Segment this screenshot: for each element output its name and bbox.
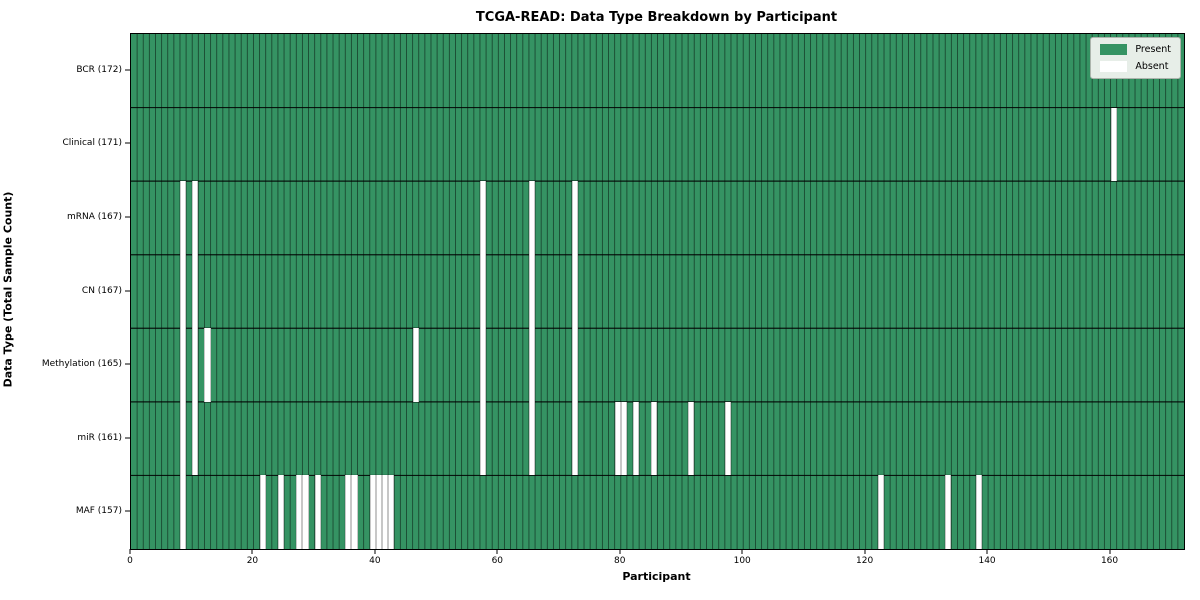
y-axis-label: Data Type (Total Sample Count)	[1, 191, 15, 388]
absent-bar-miR-p8	[179, 401, 187, 476]
absent-bar-mRNA-p65	[528, 181, 536, 255]
absent-bar-miR-p91	[688, 401, 695, 476]
y-tick-label-BCR: BCR (172)	[76, 64, 122, 75]
x-tick-mark	[496, 549, 498, 554]
y-tick-label-miR: miR (161)	[77, 432, 122, 443]
absent-bar-Methylation-p8	[179, 328, 187, 402]
absent-bar-miR-p97	[724, 401, 731, 476]
legend-entry-present: Present	[1100, 44, 1171, 55]
x-tick-label-60: 60	[491, 556, 504, 566]
x-tick-label-140: 140	[978, 556, 996, 566]
absent-bar-Methylation-p72	[571, 328, 578, 402]
x-tick-label-80: 80	[614, 556, 626, 566]
absent-bar-miR-p10	[192, 401, 199, 476]
x-tick-mark	[374, 549, 376, 554]
absent-bar-MAF-p8	[179, 475, 187, 549]
y-tick-mark	[125, 216, 130, 218]
absent-bar-CN-p65	[528, 254, 536, 329]
absent-bar-miR-p80	[620, 401, 627, 476]
x-axis-label: Participant	[622, 570, 691, 583]
absent-bar-mRNA-p8	[179, 181, 187, 255]
absent-bar-MAF-p36	[351, 475, 358, 549]
x-tick-mark	[619, 549, 621, 554]
absent-bar-MAF-p39	[369, 475, 376, 549]
x-tick-mark	[986, 549, 988, 554]
absent-bar-miR-p65	[528, 401, 536, 476]
y-tick-label-Methylation: Methylation (165)	[41, 359, 122, 370]
y-tick-mark	[125, 437, 130, 439]
y-tick-label-CN: CN (167)	[81, 285, 122, 296]
absent-bar-MAF-p41	[382, 475, 389, 549]
y-tick-label-Clinical: Clinical (171)	[62, 138, 122, 149]
absent-bar-CN-p10	[192, 254, 199, 329]
chart-title: TCGA-READ: Data Type Breakdown by Partic…	[475, 10, 838, 25]
x-tick-label-20: 20	[246, 556, 259, 566]
present-swatch-icon	[1100, 44, 1128, 55]
absent-bar-Methylation-p57	[479, 328, 487, 402]
absent-bar-Methylation-p12	[204, 328, 211, 402]
absent-bar-mRNA-p10	[192, 181, 199, 255]
absent-bar-MAF-p122	[877, 475, 884, 549]
x-tick-label-0: 0	[127, 556, 133, 566]
x-tick-mark	[864, 549, 866, 554]
legend-present-label: Present	[1135, 44, 1171, 55]
heatmap-plot	[130, 33, 1185, 550]
y-tick-mark	[125, 142, 130, 144]
absent-bar-miR-p85	[651, 401, 658, 476]
x-tick-label-40: 40	[369, 556, 381, 566]
absent-bar-MAF-p40	[375, 475, 382, 549]
absent-bar-MAF-p27	[296, 475, 303, 549]
y-tick-label-MAF: MAF (157)	[75, 506, 122, 517]
absent-bar-CN-p8	[179, 254, 187, 329]
absent-bar-CN-p72	[571, 254, 578, 329]
absent-bar-miR-p72	[571, 401, 578, 476]
absent-bar-mRNA-p72	[571, 181, 578, 255]
x-tick-mark	[741, 549, 743, 554]
absent-bar-Methylation-p46	[412, 328, 419, 402]
cell-grid	[131, 34, 1184, 549]
absent-bar-Clinical-p160	[1110, 107, 1117, 182]
absent-bar-CN-p57	[479, 254, 487, 329]
legend: Present Absent	[1090, 37, 1181, 79]
absent-bar-MAF-p24	[277, 475, 285, 549]
absent-bar-miR-p82	[633, 401, 640, 476]
absent-bar-Methylation-p10	[192, 328, 199, 402]
absent-bar-mRNA-p57	[479, 181, 487, 255]
legend-entry-absent: Absent	[1100, 61, 1171, 72]
x-tick-mark	[251, 549, 253, 554]
x-tick-mark	[1109, 549, 1111, 554]
x-tick-label-120: 120	[856, 556, 874, 566]
x-tick-mark	[129, 549, 131, 554]
y-tick-label-mRNA: mRNA (167)	[67, 211, 122, 222]
absent-bar-Methylation-p65	[528, 328, 536, 402]
absent-bar-MAF-p133	[945, 475, 952, 549]
absent-bar-MAF-p28	[302, 475, 309, 549]
absent-bar-MAF-p30	[314, 475, 321, 549]
absent-bar-MAF-p35	[345, 475, 352, 549]
absent-bar-MAF-p42	[388, 475, 395, 549]
absent-bar-MAF-p138	[975, 475, 982, 549]
y-tick-mark	[125, 510, 130, 512]
y-tick-mark	[125, 363, 130, 365]
x-tick-label-160: 160	[1100, 556, 1119, 566]
y-tick-mark	[125, 290, 130, 291]
x-tick-label-100: 100	[733, 556, 751, 566]
y-tick-mark	[125, 69, 130, 71]
absent-swatch-icon	[1100, 61, 1128, 72]
absent-bar-MAF-p21	[259, 475, 266, 549]
absent-bar-miR-p79	[614, 401, 621, 476]
legend-absent-label: Absent	[1135, 61, 1169, 72]
absent-bar-miR-p57	[479, 401, 487, 476]
